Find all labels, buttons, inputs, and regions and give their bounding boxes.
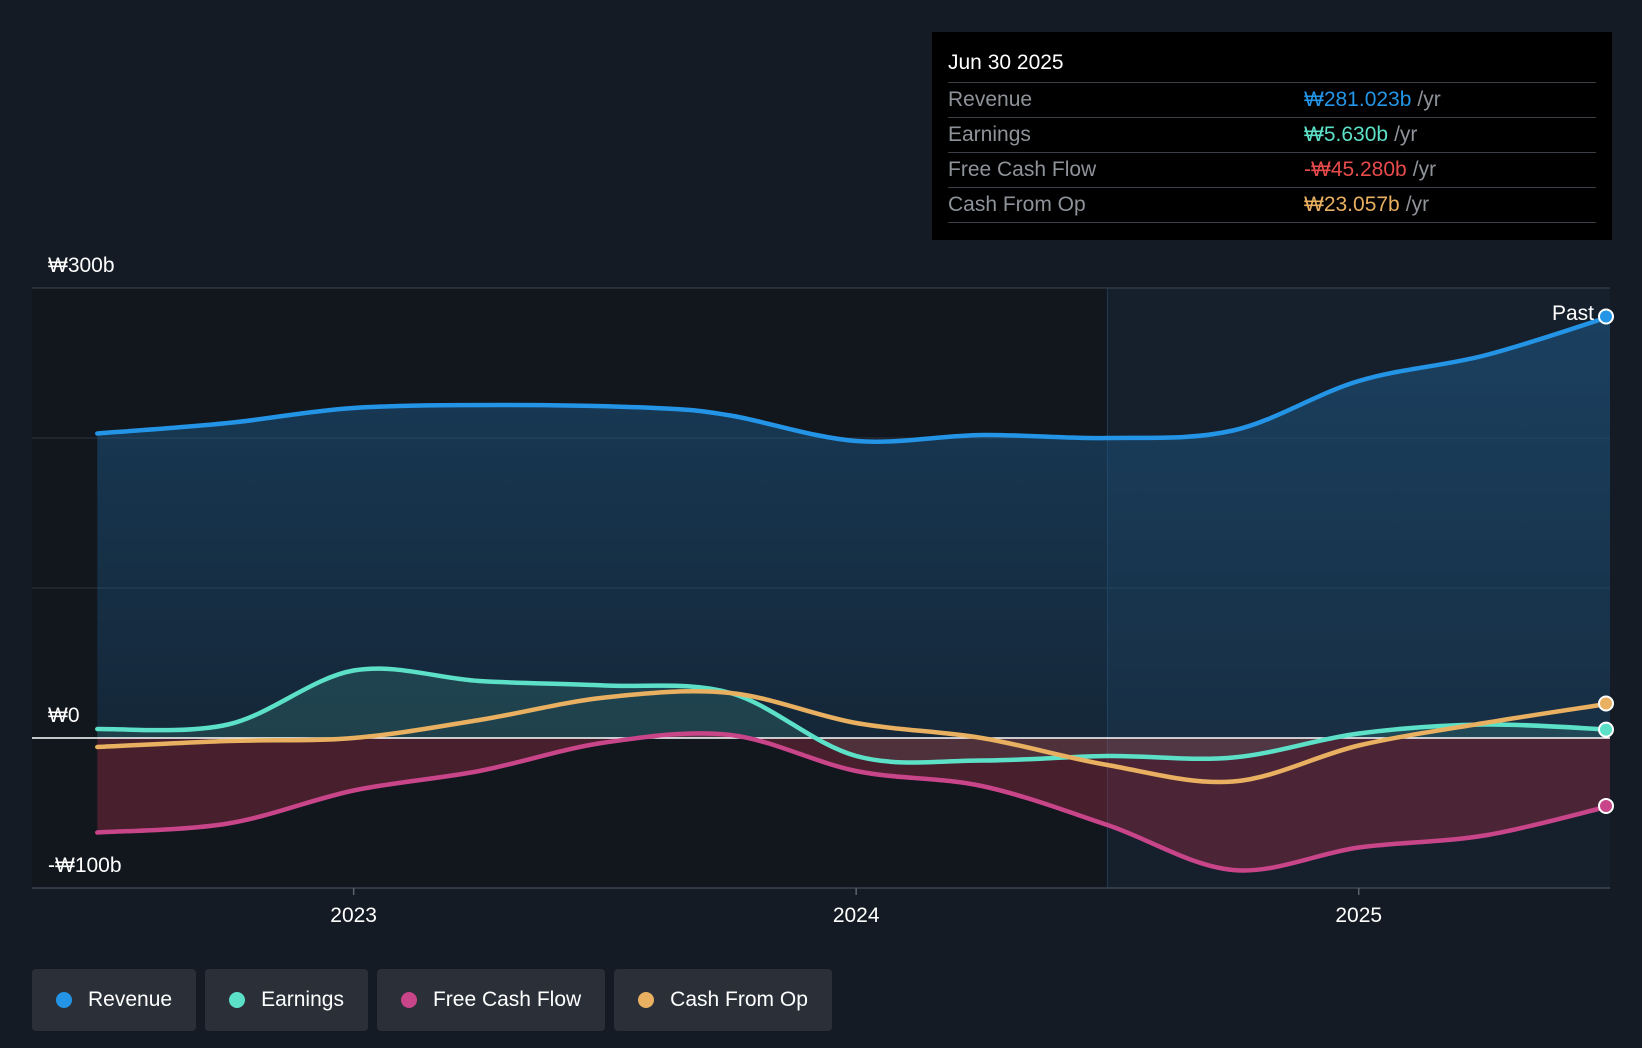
tooltip-row-label: Earnings [948,123,1031,146]
legend-dot-icon [56,992,72,1008]
series-line-cash-from-op [95,689,1613,785]
tooltip-date: Jun 30 2025 [948,46,1596,83]
legend-item-earnings[interactable]: Earnings [205,969,368,1031]
tooltip-row-unit: /yr [1394,123,1418,146]
x-tick-label: 2024 [833,904,880,927]
past-label: Past [1552,302,1594,325]
legend-item-cash-from-op[interactable]: Cash From Op [614,969,832,1031]
tooltip-row-value: ₩23.057b [1304,193,1400,216]
legend-label: Revenue [88,988,173,1011]
y-tick-label-bottom: -₩100b [48,854,122,877]
x-tick-label: 2023 [330,904,377,927]
tooltip-row-unit: /yr [1405,193,1430,216]
tooltip-row-unit: /yr [1412,158,1437,181]
legend-label: Cash From Op [670,988,808,1011]
end-markers [1598,308,1614,814]
tooltip-row-label: Cash From Op [948,193,1086,216]
series-fill-revenue [97,316,1610,738]
tooltip-row-earnings: Earnings ₩5.630b /yr [948,118,1596,153]
tooltip-row-cash-from-op: Cash From Op ₩23.057b /yr [948,188,1596,223]
tooltip-row-value: ₩5.630b [1304,123,1389,146]
tooltip-row-revenue: Revenue ₩281.023b /yr [948,83,1596,118]
tooltip-row-value: ₩281.023b [1304,88,1412,111]
series-fill-free-cash-flow [97,733,1610,871]
end-marker-free-cash-flow [1598,797,1614,814]
axes [32,287,1610,889]
series-line-free-cash-flow [95,731,1613,873]
series-fills [32,316,1610,871]
tooltip-row-free-cash-flow: Free Cash Flow -₩45.280b /yr [948,153,1596,188]
tooltip-panel: Jun 30 2025 Revenue ₩281.023b /yr Earnin… [932,32,1612,240]
series-fill-earnings [97,668,1610,763]
tooltip-row-label: Free Cash Flow [948,158,1097,181]
series-lines [95,314,1613,873]
end-marker-cash-from-op [1598,695,1614,712]
y-tick-label-zero: ₩0 [48,704,80,727]
tooltip-row-label: Revenue [948,88,1033,111]
series-line-revenue [95,314,1613,444]
legend: Revenue Earnings Free Cash Flow Cash Fro… [32,969,832,1031]
legend-item-revenue[interactable]: Revenue [32,969,197,1031]
end-marker-earnings [1598,721,1614,738]
x-tick-label: 2025 [1335,904,1382,927]
legend-dot-icon [229,992,246,1008]
tooltip-row-unit: /yr [1417,88,1441,111]
legend-label: Earnings [261,988,344,1011]
legend-dot-icon [400,992,417,1008]
legend-label: Free Cash Flow [432,988,582,1011]
legend-item-free-cash-flow[interactable]: Free Cash Flow [376,969,606,1031]
legend-dot-icon [638,992,655,1008]
end-marker-revenue [1598,308,1614,325]
series-line-earnings [95,666,1613,765]
tooltip-row-value: -₩45.280b [1304,158,1407,181]
x-ticks: 2023 2024 2025 [330,888,1382,927]
y-tick-label-top: ₩300b [48,254,115,277]
